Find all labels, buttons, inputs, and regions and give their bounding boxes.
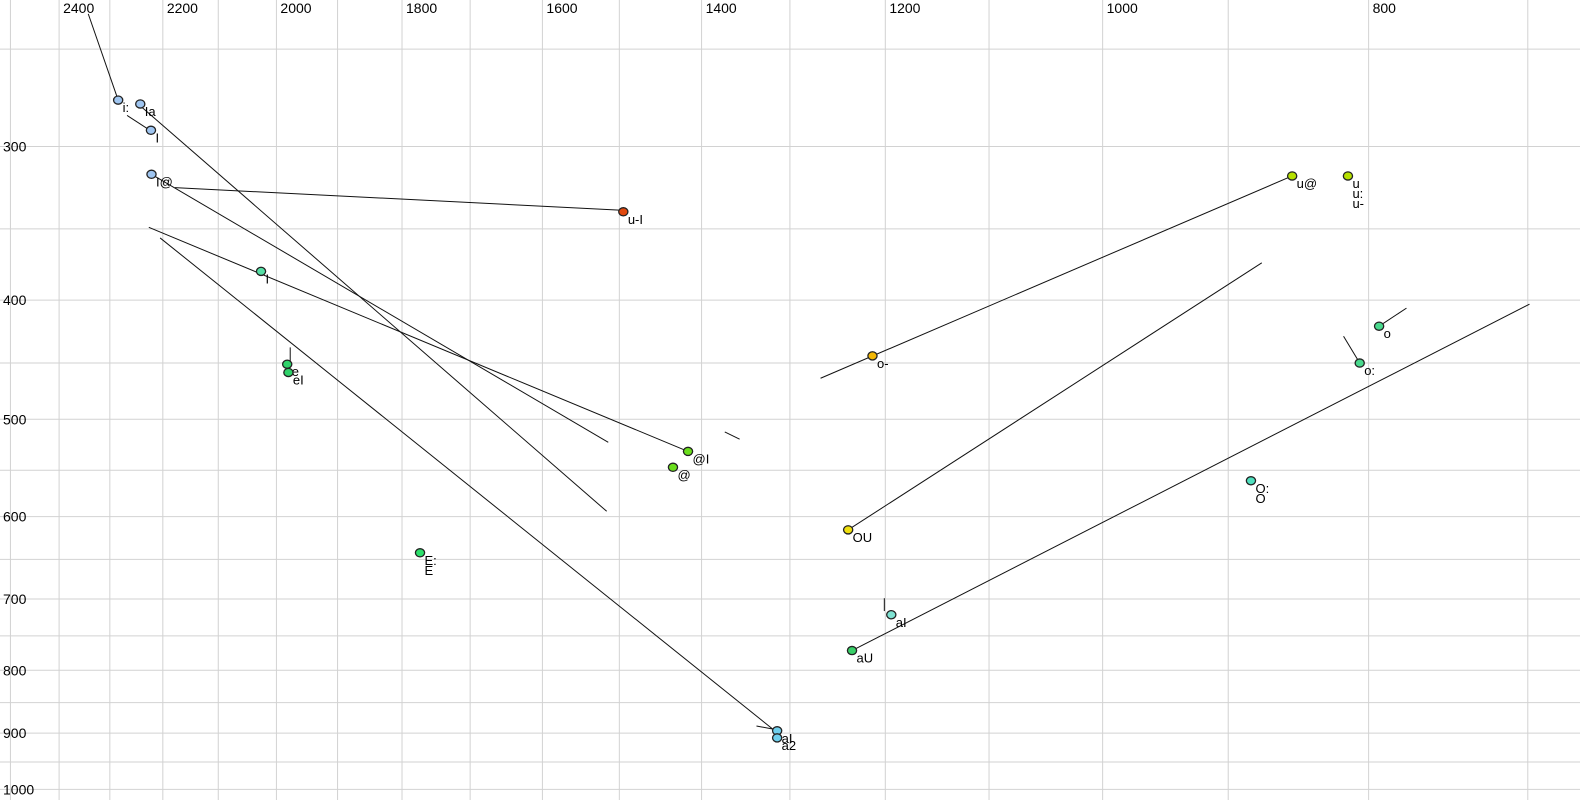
data-point: [667, 462, 679, 473]
trajectory-line: [151, 173, 609, 443]
point-label: eI: [293, 372, 304, 387]
point-label: I: [266, 271, 270, 286]
point-label: aI: [782, 731, 793, 746]
data-point: [145, 125, 157, 136]
trajectory-line: [139, 105, 608, 512]
point-label: E: [425, 563, 434, 578]
data-point: [146, 169, 157, 180]
trajectory-line: [148, 226, 689, 452]
trajectory-line: [847, 262, 1263, 531]
trajectory-line: [87, 13, 119, 101]
data-point: [867, 351, 878, 361]
point-label: aU: [857, 651, 874, 666]
data-point: [281, 359, 293, 369]
y-axis-tick-label: 900: [3, 725, 27, 741]
point-label: o-: [877, 356, 889, 371]
point-label: @: [677, 467, 690, 482]
point-label: a2: [782, 738, 796, 753]
x-axis-tick-label: 1400: [706, 0, 737, 16]
point-label: i:: [123, 100, 129, 115]
data-point: [1373, 321, 1385, 331]
x-axis-tick-label: 2000: [280, 0, 311, 16]
data-point: [1342, 171, 1354, 181]
data-point: [846, 645, 858, 656]
data-point: [771, 733, 783, 743]
y-axis-tick-label: 700: [3, 591, 27, 607]
point-label: I@: [156, 174, 173, 189]
point-label: I: [155, 130, 159, 145]
y-axis-tick-label: 800: [3, 662, 27, 678]
point-label: u-: [1352, 196, 1364, 211]
point-label: u-I: [628, 212, 643, 227]
point-label: u@: [1297, 176, 1317, 191]
data-point: [1245, 476, 1257, 486]
trajectory-line: [851, 303, 1530, 652]
point-label: e: [292, 364, 299, 379]
trajectory-line: [126, 114, 151, 131]
y-axis-tick-label: 400: [3, 292, 27, 308]
data-point: [255, 266, 267, 277]
y-axis-tick-label: 1000: [3, 781, 34, 797]
y-axis-tick-label: 500: [3, 411, 27, 427]
data-point: [414, 548, 426, 558]
point-label: Ia: [145, 104, 157, 119]
data-point: [135, 99, 146, 109]
data-point: [886, 610, 897, 620]
point-label: E:: [425, 553, 437, 568]
x-axis-tick-label: 1800: [406, 0, 437, 16]
x-axis-tick-label: 1600: [546, 0, 577, 16]
point-label: OU: [853, 530, 873, 545]
point-label: O:: [1255, 481, 1269, 496]
x-axis-tick-label: 1200: [889, 0, 920, 16]
data-point: [1286, 171, 1298, 181]
x-axis-tick-label: 1000: [1107, 0, 1138, 16]
trajectory-line: [159, 237, 773, 730]
point-label: u: [1352, 176, 1359, 191]
trajectory-line: [1378, 307, 1407, 327]
y-axis-tick-label: 300: [3, 139, 27, 155]
x-axis-tick-label: 2200: [167, 0, 198, 16]
point-label: u:: [1352, 186, 1363, 201]
data-point: [283, 367, 294, 378]
y-axis-tick-label: 600: [3, 509, 27, 525]
data-point: [618, 207, 629, 217]
trajectory-line: [756, 725, 773, 730]
data-point: [112, 95, 124, 105]
point-label: @I: [693, 451, 710, 466]
data-point: [842, 525, 854, 535]
trajectory-line: [724, 431, 740, 440]
trajectory-line: [1343, 336, 1361, 364]
data-point: [1354, 358, 1365, 368]
trajectory-line: [174, 187, 622, 211]
x-axis-tick-label: 2400: [63, 0, 94, 16]
trajectory-line: [820, 175, 1293, 379]
point-label: o:: [1364, 363, 1375, 378]
data-point: [682, 446, 694, 457]
x-axis-tick-label: 800: [1373, 0, 1397, 16]
point-label: aI: [896, 615, 907, 630]
point-label: o: [1384, 326, 1391, 341]
point-label: O: [1255, 491, 1265, 506]
